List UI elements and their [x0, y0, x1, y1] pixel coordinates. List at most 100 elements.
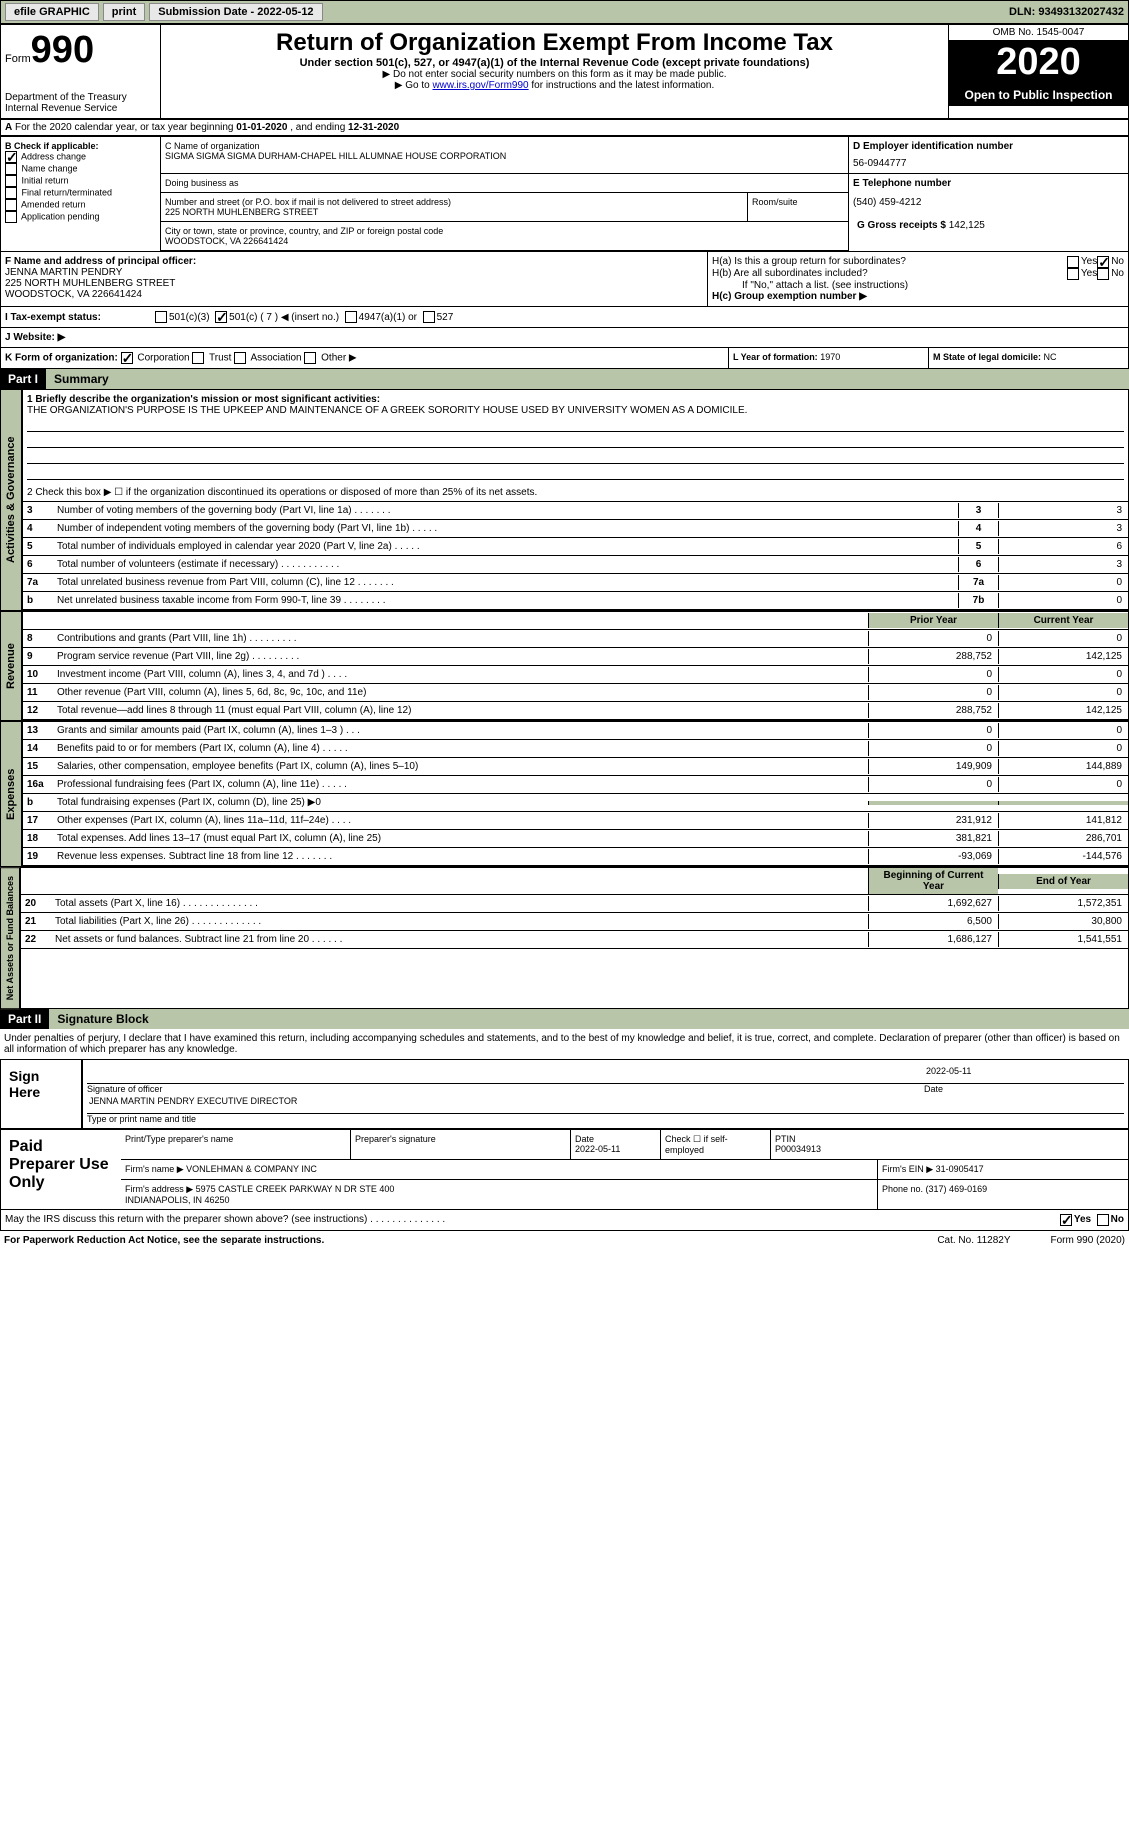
col-b-checkboxes: B Check if applicable: Address change Na… [1, 137, 161, 251]
irs-link[interactable]: www.irs.gov/Form990 [432, 80, 528, 91]
d-label: D Employer identification number [853, 141, 1013, 152]
line-11: 11Other revenue (Part VIII, column (A), … [23, 684, 1128, 702]
cb-initial-return[interactable] [5, 175, 17, 187]
cb-corp[interactable] [121, 352, 133, 364]
ha-yes[interactable] [1067, 256, 1079, 268]
line-2: 2 Check this box ▶ ☐ if the organization… [23, 484, 1128, 502]
cat-no: Cat. No. 11282Y [937, 1235, 1010, 1246]
officer-name: JENNA MARTIN PENDRY [5, 267, 703, 278]
sign-here-label: Sign Here [1, 1060, 81, 1128]
part-2-header: Part II Signature Block [0, 1009, 1129, 1029]
hc-label: H(c) Group exemption number ▶ [712, 291, 867, 302]
klm-row: K Form of organization: Corporation Trus… [0, 348, 1129, 369]
line-19: 19Revenue less expenses. Subtract line 1… [23, 848, 1128, 866]
prep-date: Date2022-05-11 [571, 1130, 661, 1159]
prep-print-name: Print/Type preparer's name [121, 1130, 351, 1159]
g-label: G Gross receipts $ [857, 220, 949, 231]
cb-527[interactable] [423, 311, 435, 323]
revenue-section: Revenue Prior Year Current Year 8Contrib… [0, 611, 1129, 721]
cb-assoc[interactable] [234, 352, 246, 364]
net-assets-section: Net Assets or Fund Balances Beginning of… [0, 867, 1129, 1009]
org-name: SIGMA SIGMA SIGMA DURHAM-CHAPEL HILL ALU… [165, 151, 844, 161]
hb-label: H(b) Are all subordinates included? [712, 268, 1067, 280]
room-label: Room/suite [748, 193, 848, 221]
i-label: I Tax-exempt status: [5, 312, 155, 323]
dba-label: Doing business as [161, 174, 848, 193]
cb-4947[interactable] [345, 311, 357, 323]
k-label: K Form of organization: [5, 353, 118, 364]
cb-address-change[interactable] [5, 151, 17, 163]
line-15: 15Salaries, other compensation, employee… [23, 758, 1128, 776]
discuss-row: May the IRS discuss this return with the… [0, 1210, 1129, 1231]
note-link: ▶ Go to www.irs.gov/Form990 for instruct… [169, 80, 940, 91]
firm-name: Firm's name ▶ VONLEHMAN & COMPANY INC [121, 1160, 878, 1179]
form-header: Form990 Department of the Treasury Inter… [0, 24, 1129, 119]
penalties-text: Under penalties of perjury, I declare th… [0, 1029, 1129, 1059]
f-label: F Name and address of principal officer: [5, 256, 196, 267]
officer-printed-name: JENNA MARTIN PENDRY EXECUTIVE DIRECTOR [87, 1094, 1124, 1114]
mission-text: THE ORGANIZATION'S PURPOSE IS THE UPKEEP… [27, 405, 1124, 416]
efile-label: efile GRAPHIC [5, 3, 99, 21]
cb-application-pending[interactable] [5, 211, 17, 223]
discuss-yes[interactable] [1060, 1214, 1072, 1226]
m-label: M State of legal domicile: [933, 352, 1044, 362]
top-toolbar: efile GRAPHIC print Submission Date - 20… [0, 0, 1129, 24]
line-6: 6Total number of volunteers (estimate if… [23, 556, 1128, 574]
vtab-ag: Activities & Governance [0, 389, 22, 611]
na-header-row: Beginning of Current Year End of Year [21, 868, 1128, 895]
signature-area: Sign Here 2022-05-11 Signature of office… [0, 1059, 1129, 1129]
hb-no[interactable] [1097, 268, 1109, 280]
cb-trust[interactable] [192, 352, 204, 364]
note-ssn: ▶ Do not enter social security numbers o… [169, 69, 940, 80]
sig-officer-label: Signature of officer [87, 1084, 924, 1094]
sig-date: 2022-05-11 [924, 1064, 1124, 1084]
form-number: 990 [31, 29, 94, 71]
paid-preparer: Paid Preparer Use Only Print/Type prepar… [0, 1129, 1129, 1210]
ein: 56-0944777 [853, 152, 1124, 169]
ha-no[interactable] [1097, 256, 1109, 268]
bottom-row: For Paperwork Reduction Act Notice, see … [0, 1231, 1129, 1250]
line-8: 8Contributions and grants (Part VIII, li… [23, 630, 1128, 648]
line-9: 9Program service revenue (Part VIII, lin… [23, 648, 1128, 666]
prep-label: Paid Preparer Use Only [1, 1130, 121, 1209]
tax-exempt-row: I Tax-exempt status: 501(c)(3) 501(c) ( … [0, 307, 1129, 328]
form-subtitle: Under section 501(c), 527, or 4947(a)(1)… [169, 57, 940, 69]
hb-note: If "No," attach a list. (see instruction… [712, 280, 1124, 291]
line-4: 4Number of independent voting members of… [23, 520, 1128, 538]
officer-addr1: 225 NORTH MUHLENBERG STREET [5, 278, 703, 289]
ha-label: H(a) Is this a group return for subordin… [712, 256, 1067, 268]
print-button[interactable]: print [103, 3, 145, 21]
c-label: C Name of organization [165, 141, 844, 151]
line-21: 21Total liabilities (Part X, line 26) . … [21, 913, 1128, 931]
discuss-no[interactable] [1097, 1214, 1109, 1226]
cb-other[interactable] [304, 352, 316, 364]
hb-yes[interactable] [1067, 268, 1079, 280]
cb-501c[interactable] [215, 311, 227, 323]
sig-officer-line [87, 1064, 924, 1084]
section-a: A For the 2020 calendar year, or tax yea… [0, 119, 1129, 136]
form-title: Return of Organization Exempt From Incom… [169, 29, 940, 57]
cb-501c3[interactable] [155, 311, 167, 323]
city-state: WOODSTOCK, VA 226641424 [165, 236, 844, 246]
firm-ein: Firm's EIN ▶ 31-0905417 [878, 1160, 1128, 1179]
cb-final-return-terminated[interactable] [5, 187, 17, 199]
submission-date: Submission Date - 2022-05-12 [149, 3, 322, 21]
sig-date-label: Date [924, 1084, 1124, 1094]
line-7a: 7aTotal unrelated business revenue from … [23, 574, 1128, 592]
part-1-header: Part I Summary [0, 369, 1129, 389]
firm-phone: Phone no. (317) 469-0169 [878, 1180, 1128, 1209]
gross-receipts: 142,125 [949, 220, 985, 231]
e-label: E Telephone number [853, 178, 951, 189]
officer-addr2: WOODSTOCK, VA 226641424 [5, 289, 703, 300]
cb-amended-return[interactable] [5, 199, 17, 211]
addr-label: Number and street (or P.O. box if mail i… [165, 197, 743, 207]
open-public: Open to Public Inspection [949, 84, 1128, 106]
state-domicile: NC [1044, 352, 1057, 362]
street-address: 225 NORTH MUHLENBERG STREET [165, 207, 743, 217]
website-row: J Website: ▶ [0, 328, 1129, 348]
line-5: 5Total number of individuals employed in… [23, 538, 1128, 556]
line-14: 14Benefits paid to or for members (Part … [23, 740, 1128, 758]
city-label: City or town, state or province, country… [165, 226, 844, 236]
cb-name-change[interactable] [5, 163, 17, 175]
prep-self-emp: Check ☐ if self-employed [661, 1130, 771, 1159]
